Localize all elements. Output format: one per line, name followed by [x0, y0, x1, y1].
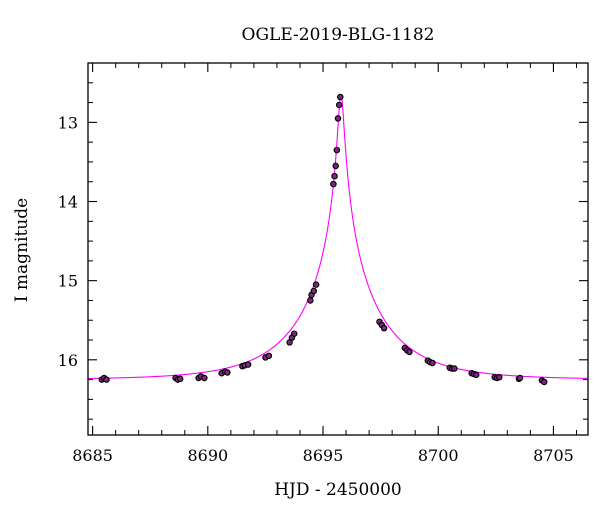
data-point [331, 172, 338, 180]
data-point [496, 373, 503, 381]
y-tick-label: 16 [58, 351, 78, 370]
data-point [334, 115, 342, 122]
plot-frame [87, 62, 589, 436]
data-point [310, 287, 318, 295]
data-point [312, 281, 320, 288]
data-point [540, 378, 548, 386]
data-point [244, 361, 252, 368]
data-point [332, 162, 339, 170]
data-point [265, 352, 273, 360]
data-point [330, 180, 337, 188]
axis-ticks: 8685 8690 8695 8700 8705 13 14 15 16 [58, 62, 588, 465]
y-tick-label: 14 [58, 193, 78, 212]
data-points-layer [98, 93, 548, 386]
x-tick-label: 8705 [533, 446, 574, 465]
x-tick-label: 8685 [72, 446, 113, 465]
data-point [335, 101, 343, 109]
y-axis-label: I magnitude [12, 198, 32, 302]
x-tick-label: 8690 [187, 446, 228, 465]
data-point [429, 359, 436, 367]
data-point [290, 330, 298, 337]
x-axis-label: HJD - 2450000 [274, 480, 402, 500]
x-tick-label: 8695 [303, 446, 344, 465]
x-tick-label: 8700 [418, 446, 459, 465]
model-curve [87, 94, 588, 380]
data-point [176, 375, 184, 383]
y-tick-label: 13 [58, 113, 78, 132]
model-curve-layer [87, 94, 588, 380]
data-point [337, 93, 344, 101]
data-point [451, 365, 458, 372]
data-point [333, 146, 341, 154]
chart-title: OGLE-2019-BLG-1182 [242, 25, 435, 45]
data-point [224, 369, 231, 376]
y-tick-label: 15 [58, 272, 78, 291]
data-point [516, 374, 524, 382]
data-point [103, 376, 110, 383]
data-point [380, 324, 388, 332]
data-point [406, 348, 413, 356]
data-point [472, 371, 480, 379]
data-point [201, 374, 208, 382]
data-point [307, 297, 314, 304]
